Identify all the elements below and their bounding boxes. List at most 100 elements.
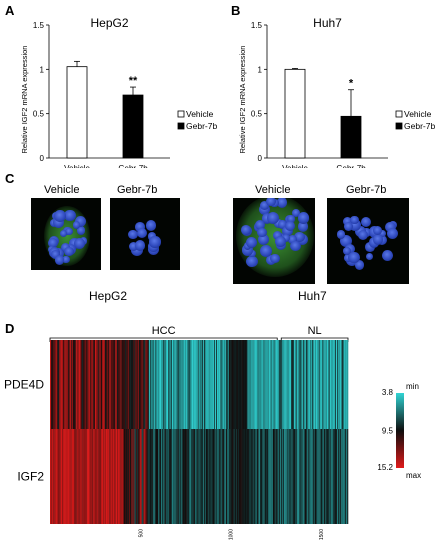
heatmap-cell [220, 340, 222, 429]
heatmap-cell [193, 340, 196, 429]
colorbar-min-label: min [406, 382, 419, 391]
heatmap-cell [72, 429, 74, 524]
nucleus [248, 250, 256, 258]
heatmap-cell [59, 429, 61, 524]
heatmap-cell [229, 429, 231, 524]
heatmap-cell [199, 340, 201, 429]
heatmap-cell [341, 340, 343, 429]
heatmap-cell [256, 340, 258, 429]
heatmap-cell [113, 429, 115, 524]
heatmap-cell [114, 429, 116, 524]
heatmap-cell [140, 340, 142, 429]
heatmap-cell [331, 429, 333, 524]
heatmap-cell [229, 340, 231, 429]
nucleus [291, 208, 300, 217]
y-tick-label: 0 [40, 154, 45, 163]
heatmap-cell [328, 340, 330, 429]
heatmap-cell [61, 340, 63, 429]
heatmap-cell [270, 340, 273, 429]
bar-chart-hepg2: HepG2 0 0.5 1 1.5 Relative IGF2 mRNA expressi… [20, 16, 217, 168]
heatmap-cell [242, 429, 244, 524]
heatmap-cell [212, 340, 214, 429]
heatmap-cell [62, 429, 65, 524]
nucleus [54, 210, 66, 222]
heatmap-cell [117, 429, 120, 524]
heatmap-cell [250, 429, 253, 524]
heatmap-cell [324, 340, 326, 429]
heatmap-cell [83, 340, 85, 429]
heatmap-cell [141, 429, 143, 524]
heatmap-cell [288, 340, 290, 429]
nucleus [55, 255, 65, 265]
heatmap-cell [301, 429, 303, 524]
heatmap-cell [90, 340, 92, 429]
heatmap-cell [186, 340, 188, 429]
heatmap-cell [120, 429, 122, 524]
heatmap-cell [296, 340, 298, 429]
heatmap-cell [142, 340, 144, 429]
heatmap-cell [264, 340, 266, 429]
heatmap-cell [94, 340, 96, 429]
heatmap-cell [165, 340, 167, 429]
heatmap-cell [60, 429, 62, 524]
heatmap-cell [82, 429, 84, 524]
heatmap-cell [112, 429, 114, 524]
heatmap-cell [222, 429, 224, 524]
heatmap-cell [110, 340, 112, 429]
heatmap-cell [271, 340, 274, 429]
heatmap-cell [117, 340, 120, 429]
nucleus [257, 227, 267, 238]
heatmap-cell [237, 340, 240, 429]
heatmap-cell [89, 340, 91, 429]
heatmap-cell [179, 429, 181, 524]
nucleus [145, 220, 157, 231]
heatmap-cell [288, 429, 290, 524]
heatmap-cell [94, 340, 97, 429]
heatmap-cell [238, 429, 241, 524]
heatmap-cell [153, 340, 155, 429]
heatmap-cell [193, 429, 196, 524]
heatmap-cell [246, 429, 248, 524]
heatmap-cell [266, 429, 268, 524]
heatmap-cell [145, 429, 147, 524]
chart-title: Huh7 [313, 16, 342, 30]
heatmap-cell [193, 340, 195, 429]
heatmap-cell [202, 429, 204, 524]
heatmap-cell [71, 340, 73, 429]
heatmap-cell [211, 429, 213, 524]
heatmap-cell [204, 429, 206, 524]
heatmap-cell [115, 429, 117, 524]
heatmap-cell [101, 429, 103, 524]
heatmap-cell [67, 340, 69, 429]
heatmap-cell [272, 340, 275, 429]
heatmap-cell [107, 340, 109, 429]
heatmap-cell [177, 429, 179, 524]
heatmap-cell [83, 429, 85, 524]
heatmap-cell [237, 429, 239, 524]
legend-label: Gebr-7b [404, 121, 435, 131]
heatmap-cell [181, 429, 183, 524]
heatmap-cell [315, 340, 318, 429]
heatmap-cell [326, 340, 329, 429]
heatmap-cell [218, 429, 220, 524]
heatmap-cell [323, 340, 325, 429]
heatmap-cell [159, 340, 161, 429]
heatmap-cell [87, 340, 89, 429]
image-header-huh7-vehicle: Vehicle [255, 184, 291, 196]
x-tick-label: 1500 [319, 529, 325, 540]
heatmap-cell [293, 429, 296, 524]
heatmap-cell [309, 340, 311, 429]
heatmap-cell [231, 429, 233, 524]
nucleus [64, 209, 76, 222]
nucleus [297, 221, 309, 232]
heatmap-cell [280, 340, 282, 429]
heatmap-cell [336, 340, 338, 429]
heatmap-cell [152, 340, 154, 429]
heatmap-cell [192, 340, 194, 429]
heatmap-cell [331, 340, 333, 429]
heatmap-cell [302, 340, 304, 429]
heatmap-cell [344, 340, 346, 429]
nucleus [134, 222, 145, 232]
nucleus [74, 215, 86, 227]
heatmap-cell [171, 340, 173, 429]
